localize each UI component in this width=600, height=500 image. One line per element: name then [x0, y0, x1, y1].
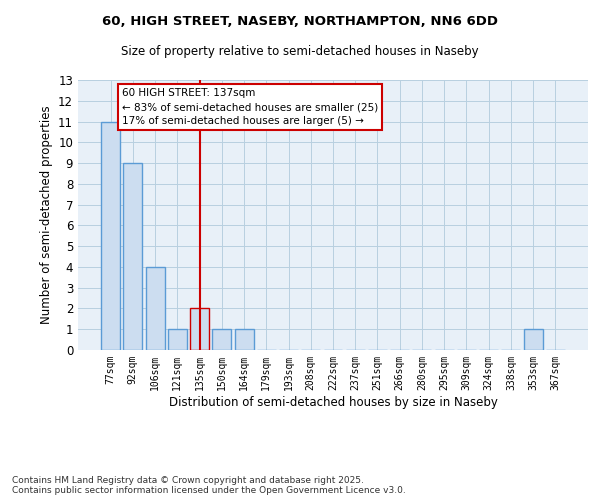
Bar: [146, 267, 164, 350]
Y-axis label: Number of semi-detached properties: Number of semi-detached properties: [40, 106, 53, 324]
Text: 60, HIGH STREET, NASEBY, NORTHAMPTON, NN6 6DD: 60, HIGH STREET, NASEBY, NORTHAMPTON, NN…: [102, 15, 498, 28]
X-axis label: Distribution of semi-detached houses by size in Naseby: Distribution of semi-detached houses by …: [169, 396, 497, 408]
Bar: [124, 163, 142, 350]
Text: Size of property relative to semi-detached houses in Naseby: Size of property relative to semi-detach…: [121, 45, 479, 58]
Bar: [190, 308, 209, 350]
Bar: [101, 122, 120, 350]
Bar: [235, 329, 254, 350]
Text: 60 HIGH STREET: 137sqm
← 83% of semi-detached houses are smaller (25)
17% of sem: 60 HIGH STREET: 137sqm ← 83% of semi-det…: [122, 88, 378, 126]
Bar: [168, 329, 187, 350]
Text: Contains HM Land Registry data © Crown copyright and database right 2025.
Contai: Contains HM Land Registry data © Crown c…: [12, 476, 406, 495]
Bar: [212, 329, 231, 350]
Bar: [524, 329, 542, 350]
